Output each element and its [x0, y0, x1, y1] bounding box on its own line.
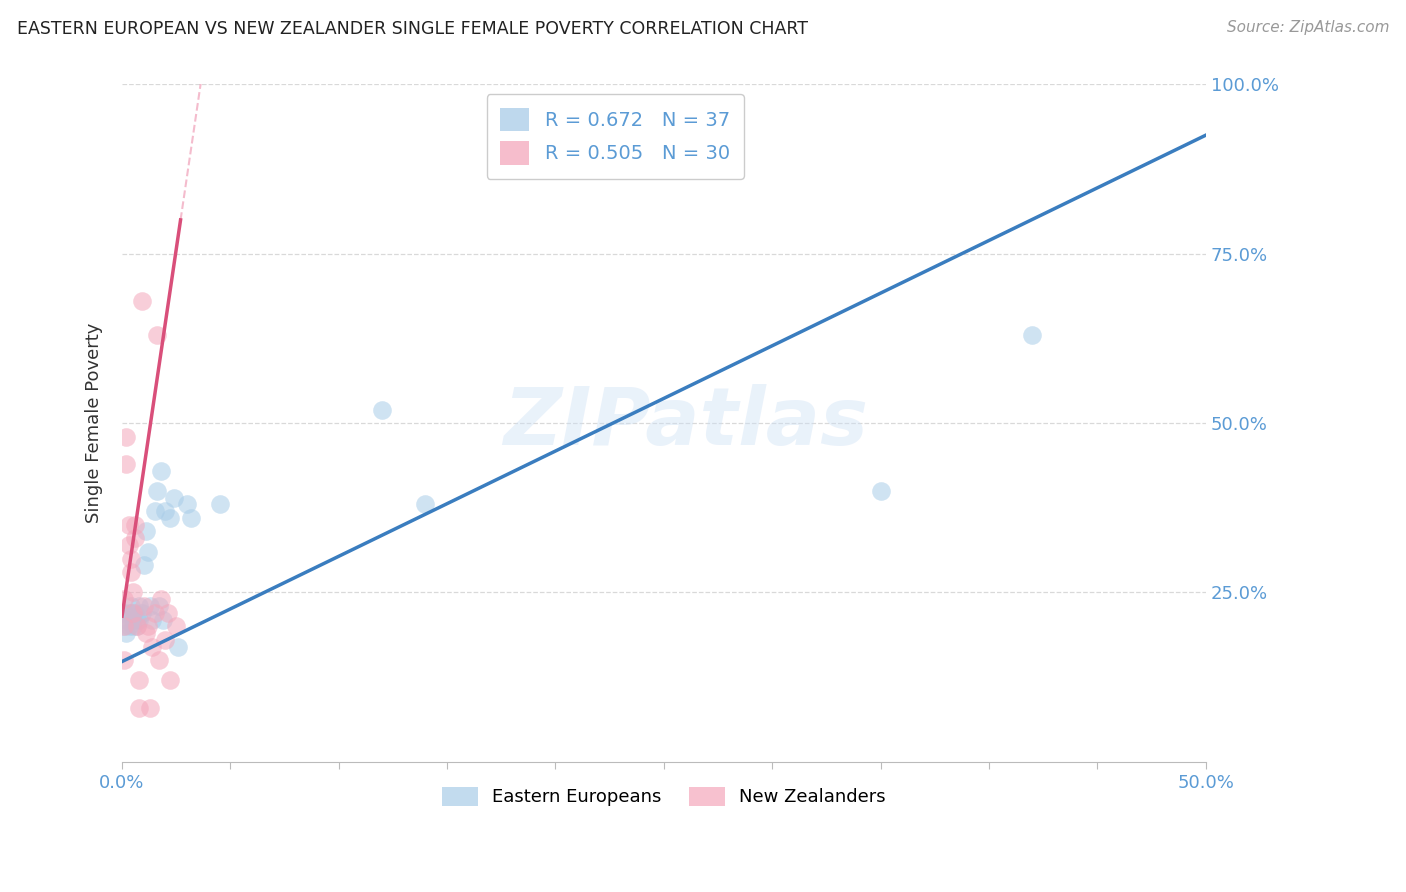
Point — [141, 613, 163, 627]
Point — [127, 619, 149, 633]
Point — [136, 545, 159, 559]
Point — [120, 606, 142, 620]
Point — [159, 673, 181, 688]
Point — [163, 491, 186, 505]
Point — [371, 402, 394, 417]
Text: Source: ZipAtlas.com: Source: ZipAtlas.com — [1226, 20, 1389, 35]
Point — [143, 606, 166, 620]
Point — [120, 551, 142, 566]
Point — [124, 531, 146, 545]
Point — [1021, 328, 1043, 343]
Point — [128, 673, 150, 688]
Point — [117, 538, 139, 552]
Text: ZIPatlas: ZIPatlas — [503, 384, 868, 462]
Point — [145, 483, 167, 498]
Point — [112, 619, 135, 633]
Point — [112, 619, 135, 633]
Point — [127, 619, 149, 633]
Point — [208, 497, 231, 511]
Point — [122, 619, 145, 633]
Point — [128, 599, 150, 613]
Point — [176, 497, 198, 511]
Point — [167, 640, 190, 654]
Point — [165, 619, 187, 633]
Y-axis label: Single Female Poverty: Single Female Poverty — [86, 323, 103, 524]
Point — [115, 626, 138, 640]
Point — [124, 606, 146, 620]
Point — [128, 613, 150, 627]
Point — [150, 592, 173, 607]
Point — [869, 483, 891, 498]
Point — [115, 613, 138, 627]
Point — [156, 606, 179, 620]
Point — [122, 606, 145, 620]
Point — [135, 524, 157, 539]
Point — [155, 504, 177, 518]
Legend: Eastern Europeans, New Zealanders: Eastern Europeans, New Zealanders — [434, 780, 893, 814]
Point — [155, 632, 177, 647]
Point — [122, 613, 145, 627]
Point — [131, 606, 153, 620]
Point — [145, 328, 167, 343]
Point — [159, 511, 181, 525]
Point — [112, 653, 135, 667]
Point — [117, 517, 139, 532]
Point — [180, 511, 202, 525]
Point — [131, 294, 153, 309]
Point — [139, 700, 162, 714]
Point — [120, 565, 142, 579]
Point — [128, 700, 150, 714]
Point — [148, 599, 170, 613]
Point — [132, 558, 155, 573]
Point — [112, 606, 135, 620]
Point — [124, 517, 146, 532]
Point — [122, 585, 145, 599]
Point — [120, 599, 142, 613]
Point — [150, 463, 173, 477]
Point — [136, 619, 159, 633]
Text: EASTERN EUROPEAN VS NEW ZEALANDER SINGLE FEMALE POVERTY CORRELATION CHART: EASTERN EUROPEAN VS NEW ZEALANDER SINGLE… — [17, 20, 808, 37]
Point — [152, 613, 174, 627]
Point — [135, 626, 157, 640]
Point — [127, 613, 149, 627]
Point — [139, 599, 162, 613]
Point — [132, 599, 155, 613]
Point — [115, 430, 138, 444]
Point — [148, 653, 170, 667]
Point — [117, 606, 139, 620]
Point — [415, 497, 437, 511]
Point — [117, 619, 139, 633]
Point — [141, 640, 163, 654]
Point — [112, 592, 135, 607]
Point — [143, 504, 166, 518]
Point — [115, 457, 138, 471]
